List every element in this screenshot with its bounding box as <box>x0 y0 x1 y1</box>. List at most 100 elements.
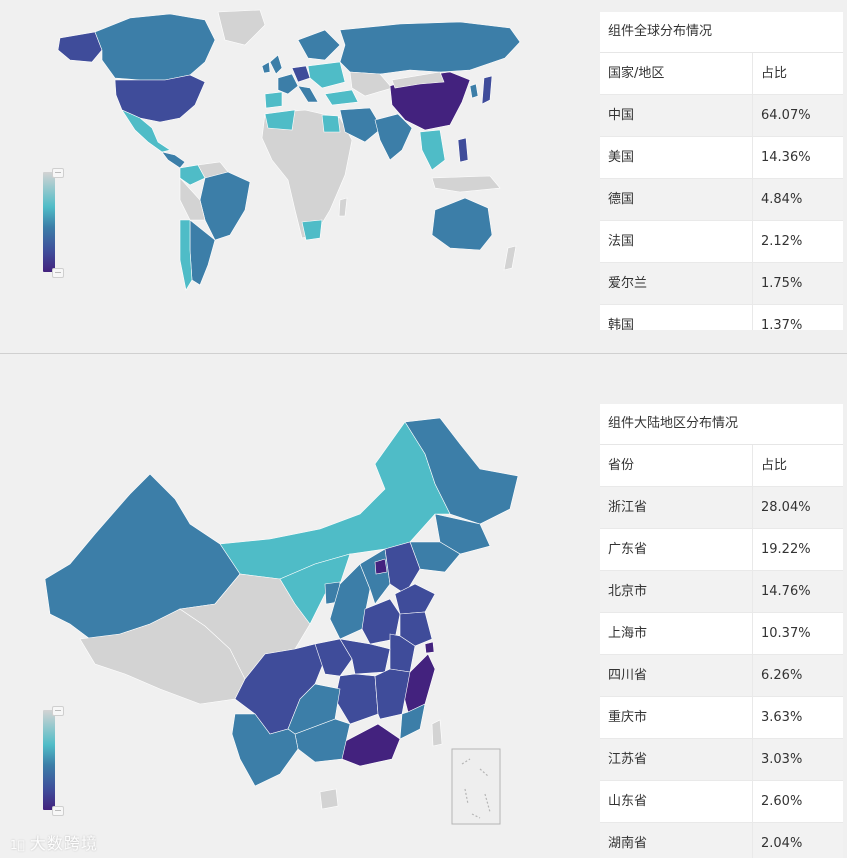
world-table-header: 国家/地区 占比 <box>600 53 843 95</box>
region-middle-east[interactable] <box>339 107 383 143</box>
region-chile[interactable] <box>179 219 193 291</box>
region-india[interactable] <box>374 113 413 161</box>
world-table-row: 美国 14.36% <box>600 137 843 179</box>
china-row-value: 28.04% <box>761 500 811 515</box>
china-table-row: 北京市 14.76% <box>600 571 843 613</box>
region-jiangxi[interactable] <box>374 668 411 720</box>
world-table-row: 韩国 1.37% <box>600 305 843 330</box>
world-row-value: 14.36% <box>761 150 811 165</box>
region-ireland[interactable] <box>261 61 271 74</box>
region-canada[interactable] <box>94 13 216 81</box>
region-turkey[interactable] <box>324 89 359 106</box>
region-australia[interactable] <box>431 197 493 251</box>
region-shandong[interactable] <box>394 583 436 615</box>
region-uk[interactable] <box>269 54 283 75</box>
china-table-row: 浙江省 28.04% <box>600 487 843 529</box>
world-table: 组件全球分布情况 国家/地区 占比 中国 64.07% 美国 14.36% 德国 4.84… <box>600 12 843 330</box>
world-scale-handle-top[interactable] <box>52 168 64 178</box>
china-row-name: 广东省 <box>600 529 753 570</box>
region-korea[interactable] <box>469 83 479 99</box>
china-table-header: 省份 占比 <box>600 445 843 487</box>
world-map <box>57 9 521 291</box>
world-row-name: 法国 <box>600 221 753 262</box>
region-italy[interactable] <box>297 85 319 103</box>
china-col-header-share: 占比 <box>761 458 788 473</box>
world-scale-handle-bottom[interactable] <box>52 268 64 278</box>
region-south-africa[interactable] <box>301 219 323 241</box>
world-row-value: 2.12% <box>761 234 803 249</box>
world-row-value: 4.84% <box>761 192 803 207</box>
china-table: 组件大陆地区分布情况 省份 占比 浙江省 28.04% 广东省 19.22% 北京市 14… <box>600 404 843 858</box>
region-shanghai[interactable] <box>424 641 435 654</box>
region-guangdong[interactable] <box>339 723 401 767</box>
china-panel: 组件大陆地区分布情况 省份 占比 浙江省 28.04% 广东省 19.22% 北京市 14… <box>0 354 847 858</box>
region-mexico[interactable] <box>121 109 171 153</box>
region-philippines[interactable] <box>457 137 469 163</box>
region-brazil[interactable] <box>199 171 251 241</box>
china-table-title: 组件大陆地区分布情况 <box>600 404 843 445</box>
region-usa[interactable] <box>114 74 206 123</box>
china-row-name: 江苏省 <box>600 739 753 780</box>
china-row-value: 2.04% <box>761 836 803 851</box>
region-madagascar[interactable] <box>338 197 348 217</box>
china-row-name: 上海市 <box>600 613 753 654</box>
china-scale-handle-top[interactable] <box>52 706 64 716</box>
region-new-zealand[interactable] <box>503 245 517 271</box>
region-southeast-asia[interactable] <box>419 129 446 171</box>
panel-divider <box>0 353 847 354</box>
world-row-name: 德国 <box>600 179 753 220</box>
china-table-body: 浙江省 28.04% 广东省 19.22% 北京市 14.76% 上海市 10.37% 四川省 6… <box>600 487 843 858</box>
china-scale-handle-bottom[interactable] <box>52 806 64 816</box>
world-row-name: 美国 <box>600 137 753 178</box>
region-colombia[interactable] <box>179 164 206 186</box>
region-anhui[interactable] <box>389 633 416 673</box>
china-table-row: 山东省 2.60% <box>600 781 843 823</box>
region-indonesia[interactable] <box>431 175 501 193</box>
region-chongqing[interactable] <box>314 638 353 677</box>
china-color-scale <box>43 710 55 810</box>
watermark-logo: 1⃝ <box>10 838 26 852</box>
world-table-row: 中国 64.07% <box>600 95 843 137</box>
region-jilin[interactable] <box>434 513 491 555</box>
region-spain[interactable] <box>264 91 283 109</box>
region-yunnan[interactable] <box>231 713 299 787</box>
region-russia[interactable] <box>339 21 521 75</box>
world-row-value: 1.75% <box>761 276 803 291</box>
world-row-name: 韩国 <box>600 305 753 330</box>
world-table-title: 组件全球分布情况 <box>600 12 843 53</box>
region-france[interactable] <box>277 73 299 95</box>
china-map <box>44 417 519 825</box>
region-central-america[interactable] <box>161 151 186 169</box>
china-row-value: 14.76% <box>761 584 811 599</box>
region-egypt[interactable] <box>321 114 341 133</box>
china-table-row: 重庆市 3.63% <box>600 697 843 739</box>
world-col-header-share: 占比 <box>761 66 788 81</box>
region-taiwan[interactable] <box>431 719 443 747</box>
china-row-value: 3.63% <box>761 710 803 725</box>
region-beijing[interactable] <box>374 558 388 575</box>
region-greenland[interactable] <box>217 9 266 46</box>
region-alaska[interactable] <box>57 31 103 63</box>
world-color-scale <box>43 172 55 272</box>
region-algeria[interactable] <box>264 109 296 131</box>
region-hainan[interactable] <box>319 788 339 810</box>
world-panel: 组件全球分布情况 国家/地区 占比 中国 64.07% 美国 14.36% 德国 4.84… <box>0 0 847 353</box>
region-mongolia[interactable] <box>391 71 445 89</box>
region-kazakhstan[interactable] <box>349 71 393 97</box>
region-fujian[interactable] <box>399 703 426 740</box>
region-scandinavia[interactable] <box>297 29 341 61</box>
china-row-name: 山东省 <box>600 781 753 822</box>
region-jiangsu[interactable] <box>399 611 433 647</box>
region-peru-bolivia[interactable] <box>179 177 206 221</box>
china-row-value: 3.03% <box>761 752 803 767</box>
region-qinghai[interactable] <box>179 573 311 680</box>
world-table-row: 法国 2.12% <box>600 221 843 263</box>
region-hebei[interactable] <box>384 541 421 595</box>
china-row-value: 6.26% <box>761 668 803 683</box>
region-japan[interactable] <box>481 75 493 105</box>
region-hunan[interactable] <box>334 673 379 725</box>
china-row-name: 浙江省 <box>600 487 753 528</box>
world-table-row: 德国 4.84% <box>600 179 843 221</box>
south-china-sea-islands <box>461 758 491 819</box>
region-eastern-europe[interactable] <box>307 61 346 89</box>
